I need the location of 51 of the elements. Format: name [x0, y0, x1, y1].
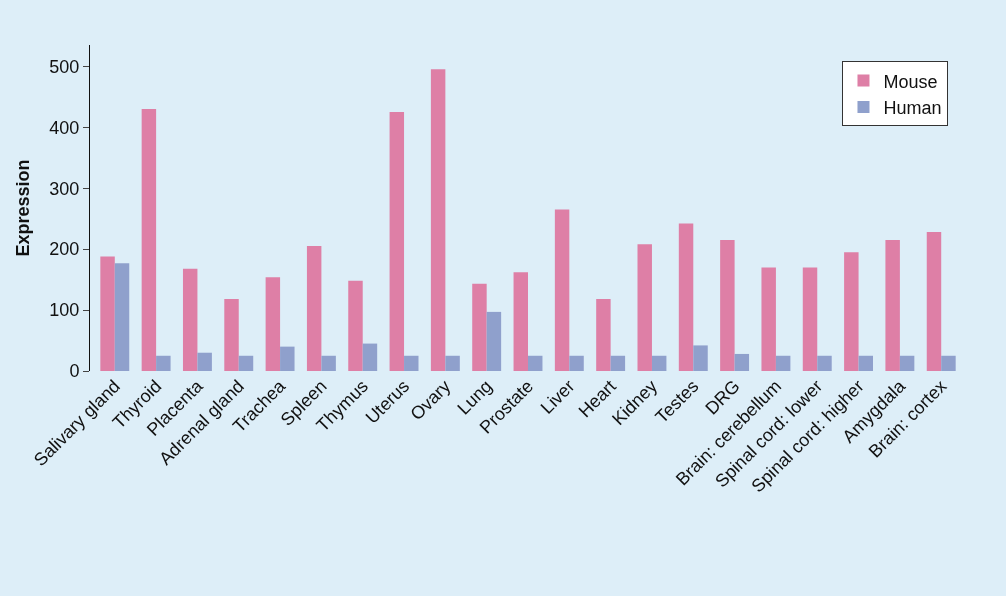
- bar: [528, 355, 543, 371]
- bar: [554, 209, 570, 371]
- bar: [362, 343, 378, 371]
- bar: [637, 244, 652, 371]
- bar: [610, 355, 626, 371]
- bar: [182, 268, 198, 371]
- legend-label: Human: [883, 97, 942, 118]
- bar: [817, 355, 832, 371]
- bar: [472, 283, 487, 371]
- bar: [926, 232, 942, 371]
- y-tick-label: 100: [49, 300, 80, 321]
- bar: [389, 112, 405, 371]
- bar: [265, 277, 281, 371]
- bar: [197, 352, 212, 371]
- bar: [802, 267, 818, 371]
- bar: [100, 256, 115, 371]
- bar: [156, 355, 171, 371]
- y-axis-title: Expression: [12, 159, 33, 257]
- bar: [941, 355, 956, 371]
- bar: [885, 239, 900, 371]
- y-tick-label: 0: [69, 361, 80, 382]
- bar: [720, 239, 735, 371]
- bar: [224, 299, 239, 371]
- bar: [693, 345, 708, 371]
- bar: [734, 353, 750, 371]
- bar: [430, 69, 446, 371]
- bar: [486, 311, 502, 371]
- bar: [678, 223, 694, 371]
- bar: [321, 355, 336, 371]
- y-tick-label: 300: [49, 178, 80, 199]
- bar: [404, 355, 419, 371]
- bar: [348, 280, 363, 371]
- bar: [651, 355, 667, 371]
- y-tick-label: 400: [49, 117, 80, 138]
- bar: [569, 355, 584, 371]
- bar: [844, 252, 859, 371]
- bar: [306, 246, 322, 371]
- bar: [141, 108, 157, 371]
- bar: [858, 355, 874, 371]
- bar: [761, 267, 776, 371]
- bar: [445, 355, 460, 371]
- bar: [513, 272, 528, 371]
- y-tick-label: 500: [49, 56, 80, 77]
- legend-label: Mouse: [883, 71, 938, 92]
- bar: [899, 355, 915, 371]
- bar: [280, 346, 295, 371]
- bar: [238, 355, 254, 371]
- bar: [114, 263, 130, 371]
- bar: [596, 299, 611, 371]
- bar: [775, 355, 791, 371]
- y-tick-label: 200: [49, 239, 80, 260]
